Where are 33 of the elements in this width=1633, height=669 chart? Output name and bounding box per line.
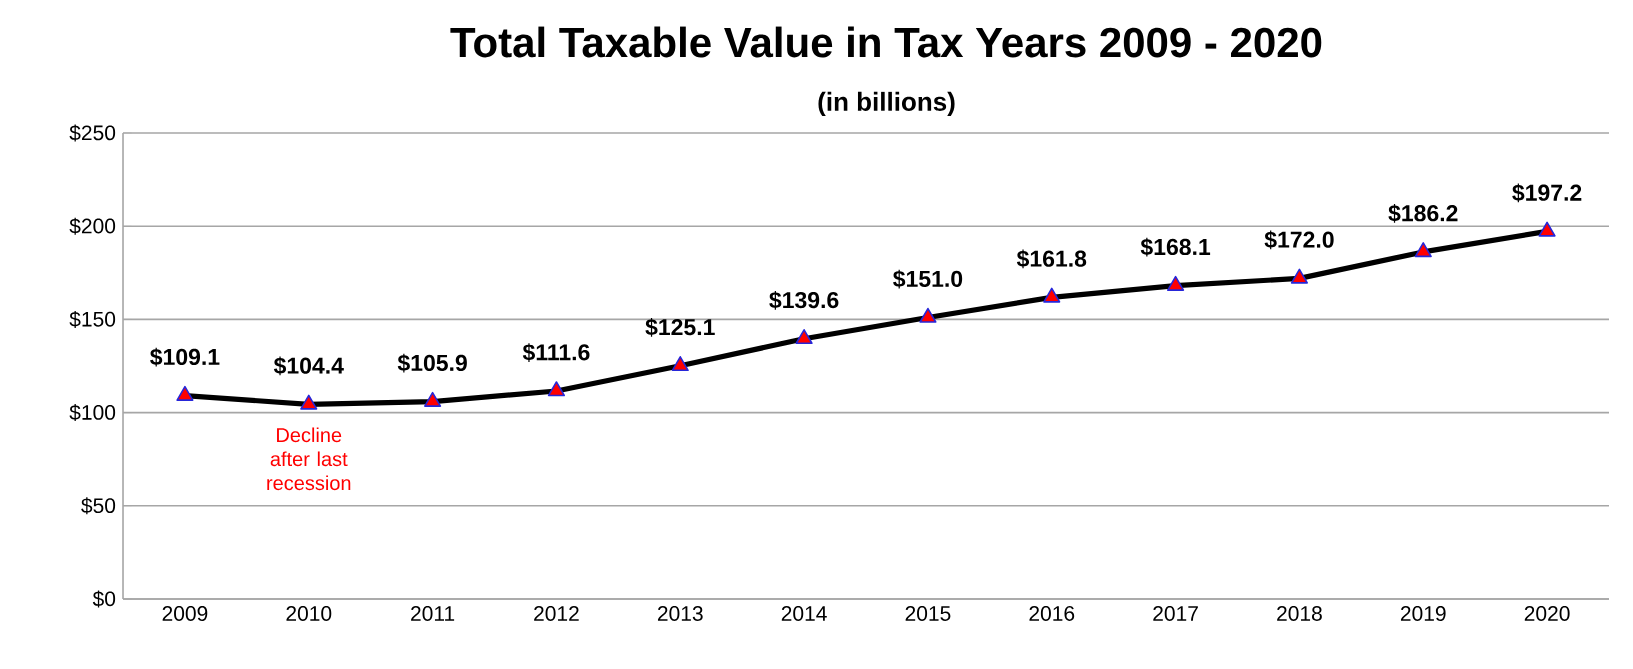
y-tick-label: $0 [92,590,116,608]
chart-title: Total Taxable Value in Tax Years 2009 - 2020 [450,26,1322,58]
x-tick-label: 2018 [1277,606,1322,621]
y-tick-label: $200 [69,217,116,235]
data-label: $151.0 [893,269,963,289]
x-tick-label: 2014 [781,606,827,621]
y-tick-label: $250 [69,124,116,142]
y-tick-label: $150 [69,310,116,328]
x-tick-label: 2009 [162,606,208,621]
data-label: $197.2 [1512,183,1582,203]
y-tick-label: $50 [81,497,116,515]
chart-subtitle: (in billions) [818,91,955,117]
x-tick-label: 2012 [534,606,579,621]
y-tick-label: $100 [69,404,116,422]
data-label: $109.1 [150,347,220,367]
data-label: $105.9 [397,353,467,373]
x-tick-label: 2010 [286,606,332,621]
data-label: $125.1 [645,317,715,337]
data-label: $139.6 [769,290,839,310]
x-tick-label: 2013 [657,606,703,621]
data-label: $186.2 [1388,204,1458,223]
data-label: $168.1 [1140,237,1211,257]
data-label: $161.8 [1016,249,1087,269]
x-tick-label: 2017 [1153,606,1198,621]
x-tick-label: 2016 [1029,606,1075,621]
x-tick-label: 2020 [1524,606,1570,621]
x-tick-label: 2019 [1400,606,1446,621]
data-label: $172.0 [1264,230,1334,250]
annotation: Decline after last recession [267,427,351,491]
data-label: $111.6 [522,343,590,362]
data-label: $104.4 [273,356,344,376]
x-tick-label: 2015 [905,606,951,621]
x-tick-label: 2011 [411,606,455,621]
